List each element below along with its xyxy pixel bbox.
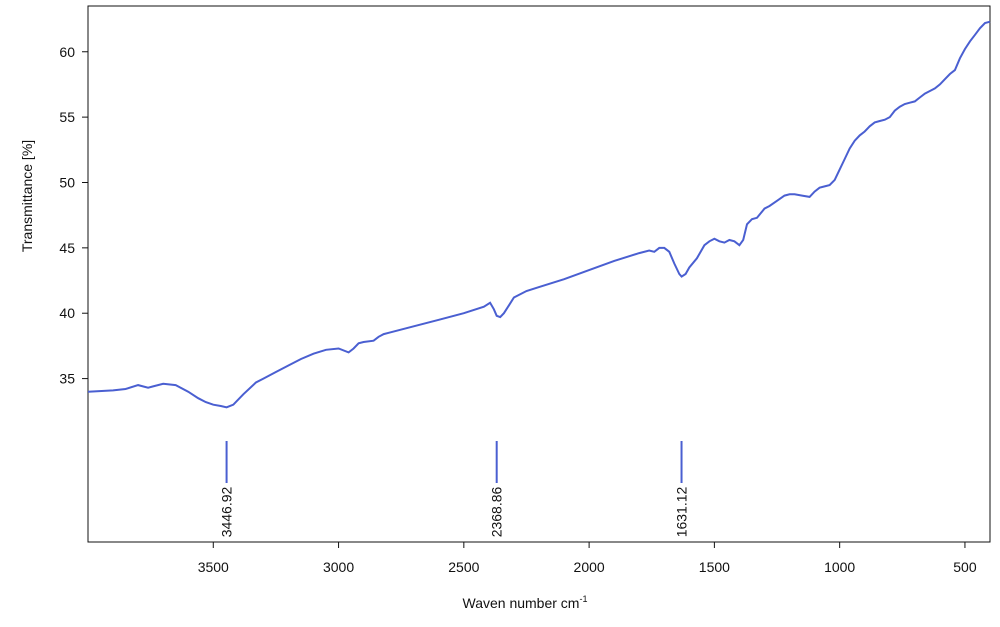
x-tick-label-2500: 2500 — [448, 559, 479, 575]
peak-label-3446.92: 3446.92 — [219, 486, 235, 537]
y-tick-label-55: 55 — [59, 109, 75, 125]
peak-markers: 3446.92 2368.86 1631.12 — [219, 441, 690, 537]
x-tick-label-2000: 2000 — [574, 559, 605, 575]
y-tick-label-50: 50 — [59, 174, 75, 190]
plot-frame — [87, 5, 991, 543]
x-tick-label-3500: 3500 — [198, 559, 229, 575]
y-tick-label-40: 40 — [59, 305, 75, 321]
x-tick-label-3000: 3000 — [323, 559, 354, 575]
series-line — [87, 20, 991, 409]
x-tick-label-1000: 1000 — [824, 559, 855, 575]
x-tick-label-1500: 1500 — [699, 559, 730, 575]
peak-label-2368.86: 2368.86 — [489, 486, 505, 537]
y-tick-label-35: 35 — [59, 371, 75, 387]
y-axis-title: Transmittance [%] — [19, 140, 35, 252]
x-tick-label-500: 500 — [953, 559, 977, 575]
y-tick-label-60: 60 — [59, 44, 75, 60]
x-axis: 3500 3000 2500 2000 1500 1000 500 — [198, 542, 977, 575]
x-axis-title: Waven number cm-1 — [463, 594, 588, 611]
y-tick-label-45: 45 — [59, 240, 75, 256]
y-axis: 35 40 45 50 55 60 — [59, 44, 88, 387]
peak-label-1631.12: 1631.12 — [674, 486, 690, 537]
